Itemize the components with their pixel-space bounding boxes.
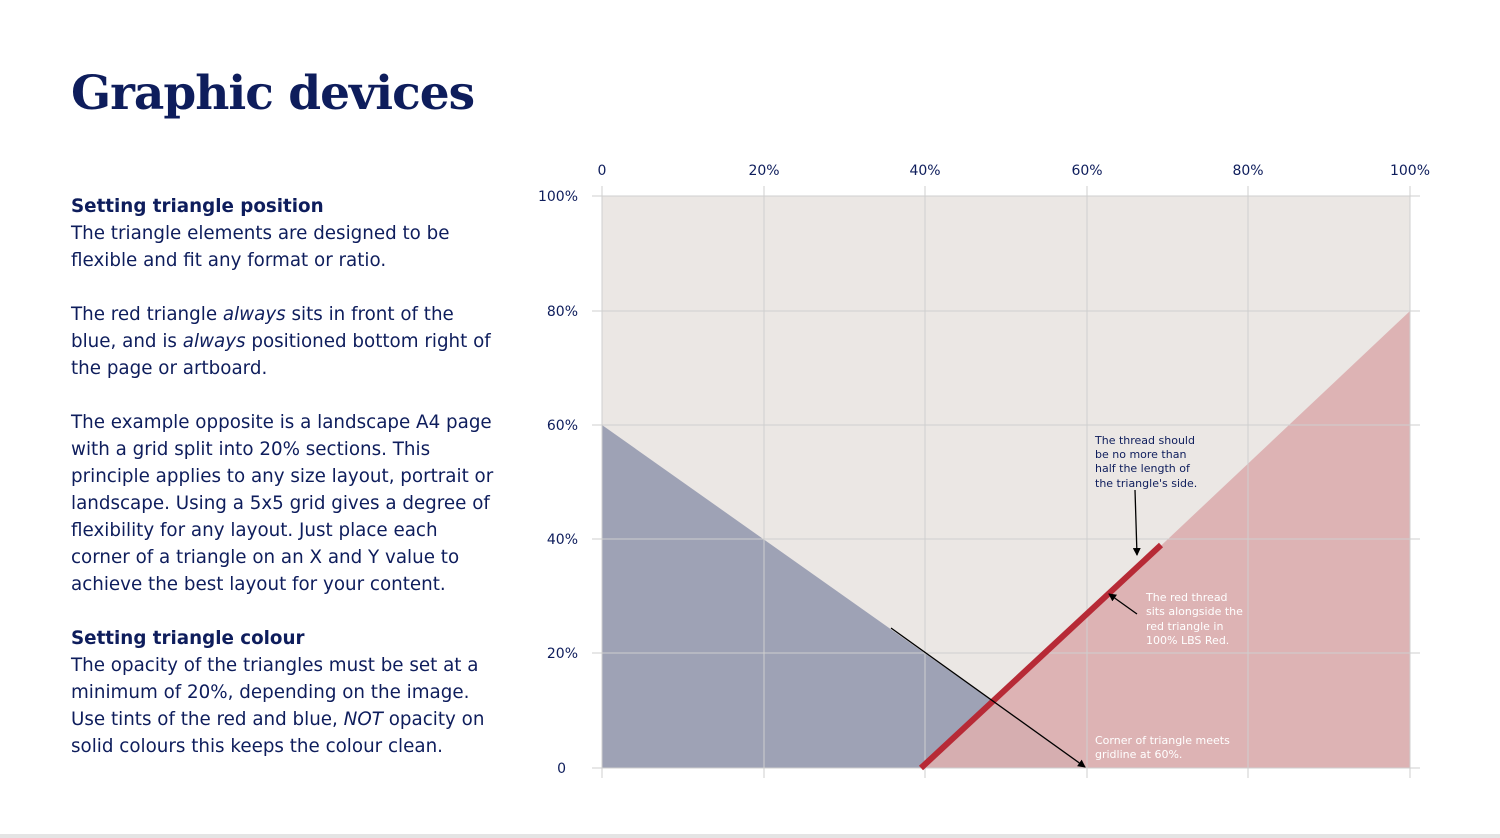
annotation-line: The thread should — [1094, 434, 1195, 447]
red-thread — [918, 542, 1164, 771]
annotation-line: sits alongside the — [1146, 605, 1243, 618]
x-axis-tick-labels: 0 20% 40% 60% 80% 100% — [598, 163, 1430, 179]
annotation-line: half the length of — [1095, 462, 1191, 475]
colour-heading: Setting triangle colour — [71, 628, 305, 649]
red-thread-annotation: The red thread sits alongside the red tr… — [1145, 591, 1243, 647]
annotation-line: gridline at 60%. — [1095, 748, 1182, 761]
annotation-arrow — [1132, 489, 1141, 556]
position-paragraph-1: The triangle elements are designed to be… — [71, 223, 450, 271]
colour-section: Setting triangle colour The opacity of t… — [71, 625, 501, 760]
corner-annotation: Corner of triangle meets gridline at 60%… — [1095, 734, 1230, 761]
thread-length-annotation: The thread should be no more than half t… — [1094, 434, 1197, 490]
position-paragraph-3: The example opposite is a landscape A4 p… — [71, 412, 494, 595]
x-tick-label: 60% — [1071, 163, 1102, 179]
y-tick-label: 20% — [547, 646, 578, 662]
position-heading: Setting triangle position — [71, 196, 324, 217]
y-tick-label: 60% — [547, 418, 578, 434]
x-tick-label: 40% — [909, 163, 940, 179]
annotation-line: Corner of triangle meets — [1095, 734, 1230, 747]
gridlines — [592, 186, 1420, 778]
annotation-arrow — [1108, 593, 1138, 615]
y-tick-label: 80% — [547, 304, 578, 320]
y-tick-label: 0 — [557, 761, 566, 777]
annotation-line: The red thread — [1145, 591, 1228, 604]
position-paragraph-2: The red triangle always sits in front of… — [71, 304, 491, 379]
y-tick-label: 40% — [547, 532, 578, 548]
footer-divider — [0, 834, 1500, 838]
annotation-line: be no more than — [1095, 448, 1186, 461]
x-tick-label: 100% — [1390, 163, 1430, 179]
position-section: Setting triangle position The triangle e… — [71, 193, 501, 274]
annotation-arrow — [890, 627, 1086, 768]
x-tick-label: 20% — [748, 163, 779, 179]
annotation-line: the triangle's side. — [1095, 477, 1197, 490]
x-tick-label: 80% — [1232, 163, 1263, 179]
body-text: Setting triangle position The triangle e… — [71, 193, 501, 787]
annotation-line: red triangle in — [1146, 620, 1223, 633]
y-axis-tick-labels: 100% 80% 60% 40% 20% 0 — [538, 189, 578, 777]
annotation-line: 100% LBS Red. — [1146, 634, 1229, 647]
y-tick-label: 100% — [538, 189, 578, 205]
page-title: Graphic devices — [71, 66, 475, 121]
x-tick-label: 0 — [598, 163, 607, 179]
